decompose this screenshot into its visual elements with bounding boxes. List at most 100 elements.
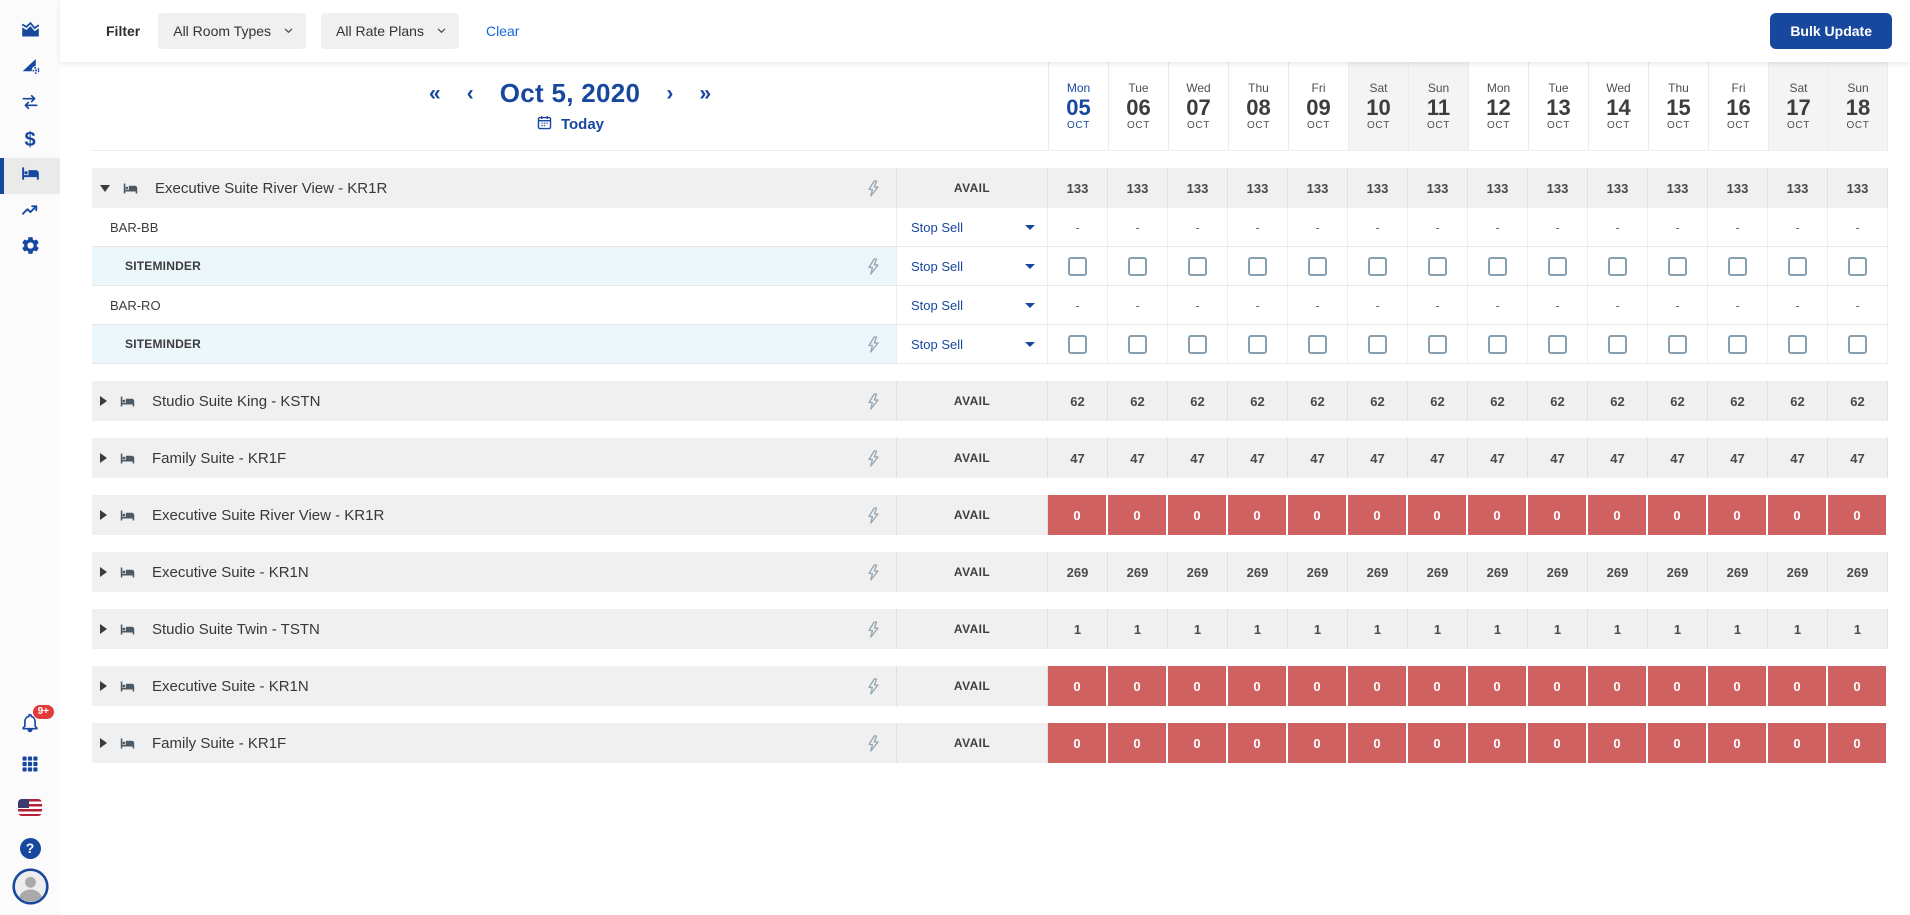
stop-sell-cell[interactable]: [1408, 247, 1468, 285]
stop-sell-checkbox[interactable]: [1368, 256, 1387, 276]
date-header-sun-11[interactable]: Sun 11 OCT: [1408, 62, 1468, 150]
room-type-name-cell[interactable]: Executive Suite River View - KR1R: [92, 495, 896, 535]
expand-arrow-icon[interactable]: [100, 681, 107, 691]
last-page-chevrons-icon[interactable]: »: [699, 81, 711, 105]
stop-sell-checkbox[interactable]: [1368, 334, 1387, 354]
stop-sell-cell[interactable]: [1168, 325, 1228, 363]
stop-sell-checkbox[interactable]: [1068, 334, 1087, 354]
stop-sell-cell[interactable]: [1828, 247, 1888, 285]
stop-sell-checkbox[interactable]: [1668, 334, 1687, 354]
stop-sell-cell[interactable]: [1708, 247, 1768, 285]
next-day-chevron-icon[interactable]: ›: [666, 81, 674, 105]
stop-sell-checkbox[interactable]: [1728, 334, 1747, 354]
room-type-name-cell[interactable]: Executive Suite - KR1N: [92, 666, 896, 706]
stop-sell-checkbox[interactable]: [1428, 334, 1447, 354]
stop-sell-cell[interactable]: [1588, 325, 1648, 363]
stop-sell-checkbox[interactable]: [1428, 256, 1447, 276]
stop-sell-cell[interactable]: [1048, 325, 1108, 363]
date-header-mon-12[interactable]: Mon 12 OCT: [1468, 62, 1528, 150]
stop-sell-cell[interactable]: [1468, 247, 1528, 285]
bulk-edit-bolt-icon[interactable]: [867, 392, 880, 410]
date-header-wed-07[interactable]: Wed 07 OCT: [1168, 62, 1228, 150]
sidebar-item-help[interactable]: ?: [0, 830, 60, 866]
date-header-tue-13[interactable]: Tue 13 OCT: [1528, 62, 1588, 150]
date-header-sat-17[interactable]: Sat 17 OCT: [1768, 62, 1828, 150]
stop-sell-cell[interactable]: [1048, 247, 1108, 285]
stop-sell-checkbox[interactable]: [1548, 334, 1567, 354]
bulk-update-button[interactable]: Bulk Update: [1770, 13, 1892, 49]
stop-sell-cell[interactable]: [1108, 325, 1168, 363]
bulk-edit-bolt-icon[interactable]: [867, 734, 880, 752]
clear-filters-link[interactable]: Clear: [485, 23, 520, 39]
date-header-wed-14[interactable]: Wed 14 OCT: [1588, 62, 1648, 150]
previous-day-chevron-icon[interactable]: ‹: [466, 81, 474, 105]
sidebar-item-transfers[interactable]: [0, 86, 60, 122]
stop-sell-cell[interactable]: [1408, 325, 1468, 363]
stop-sell-checkbox[interactable]: [1548, 256, 1567, 276]
date-header-sun-18[interactable]: Sun 18 OCT: [1828, 62, 1888, 150]
sidebar-item-notifications[interactable]: 9+: [0, 705, 60, 743]
room-type-name-cell[interactable]: Executive Suite River View - KR1R: [92, 168, 896, 208]
collapse-arrow-icon[interactable]: [100, 184, 110, 192]
bulk-edit-bolt-icon[interactable]: [867, 179, 880, 197]
sidebar-item-reports[interactable]: [0, 194, 60, 230]
stop-sell-checkbox[interactable]: [1488, 334, 1507, 354]
stop-sell-cell[interactable]: [1348, 325, 1408, 363]
bulk-edit-bolt-icon[interactable]: [867, 257, 880, 275]
stop-sell-cell[interactable]: [1348, 247, 1408, 285]
expand-arrow-icon[interactable]: [100, 567, 107, 577]
stop-sell-checkbox[interactable]: [1728, 256, 1747, 276]
stop-sell-checkbox[interactable]: [1128, 256, 1147, 276]
stop-sell-dropdown[interactable]: Stop Sell: [896, 325, 1048, 363]
rate-plans-dropdown[interactable]: All Rate Plans: [321, 13, 459, 49]
expand-arrow-icon[interactable]: [100, 624, 107, 634]
room-type-name-cell[interactable]: Studio Suite King - KSTN: [92, 381, 896, 421]
sidebar-item-profile[interactable]: [0, 868, 60, 907]
stop-sell-cell[interactable]: [1168, 247, 1228, 285]
stop-sell-checkbox[interactable]: [1308, 334, 1327, 354]
stop-sell-checkbox[interactable]: [1608, 256, 1627, 276]
stop-sell-checkbox[interactable]: [1248, 334, 1267, 354]
room-type-name-cell[interactable]: Executive Suite - KR1N: [92, 552, 896, 592]
bulk-edit-bolt-icon[interactable]: [867, 677, 880, 695]
date-header-mon-05[interactable]: Mon 05 OCT: [1048, 62, 1108, 150]
stop-sell-cell[interactable]: [1108, 247, 1168, 285]
stop-sell-checkbox[interactable]: [1128, 334, 1147, 354]
bulk-edit-bolt-icon[interactable]: [867, 506, 880, 524]
today-button[interactable]: Today: [536, 114, 604, 135]
expand-arrow-icon[interactable]: [100, 738, 107, 748]
bulk-edit-bolt-icon[interactable]: [867, 563, 880, 581]
stop-sell-cell[interactable]: [1228, 325, 1288, 363]
first-page-chevrons-icon[interactable]: «: [429, 81, 441, 105]
date-header-thu-15[interactable]: Thu 15 OCT: [1648, 62, 1708, 150]
sidebar-item-finance[interactable]: $: [0, 122, 60, 158]
sidebar-item-apps[interactable]: [0, 748, 60, 784]
date-header-sat-10[interactable]: Sat 10 OCT: [1348, 62, 1408, 150]
expand-arrow-icon[interactable]: [100, 453, 107, 463]
stop-sell-cell[interactable]: [1528, 325, 1588, 363]
stop-sell-cell[interactable]: [1468, 325, 1528, 363]
bulk-edit-bolt-icon[interactable]: [867, 335, 880, 353]
date-header-tue-06[interactable]: Tue 06 OCT: [1108, 62, 1168, 150]
stop-sell-cell[interactable]: [1288, 247, 1348, 285]
stop-sell-cell[interactable]: [1528, 247, 1588, 285]
stop-sell-checkbox[interactable]: [1788, 256, 1807, 276]
stop-sell-cell[interactable]: [1588, 247, 1648, 285]
sidebar-item-inventory[interactable]: [0, 158, 60, 194]
room-type-name-cell[interactable]: Family Suite - KR1F: [92, 438, 896, 478]
room-type-name-cell[interactable]: Family Suite - KR1F: [92, 723, 896, 763]
date-header-fri-09[interactable]: Fri 09 OCT: [1288, 62, 1348, 150]
stop-sell-cell[interactable]: [1288, 325, 1348, 363]
stop-sell-checkbox[interactable]: [1068, 256, 1087, 276]
bulk-edit-bolt-icon[interactable]: [867, 620, 880, 638]
stop-sell-cell[interactable]: [1768, 325, 1828, 363]
stop-sell-cell[interactable]: [1228, 247, 1288, 285]
room-types-dropdown[interactable]: All Room Types: [158, 13, 307, 49]
sidebar-item-language[interactable]: [0, 789, 60, 825]
bulk-edit-bolt-icon[interactable]: [867, 449, 880, 467]
stop-sell-cell[interactable]: [1708, 325, 1768, 363]
stop-sell-checkbox[interactable]: [1608, 334, 1627, 354]
sidebar-item-rate-performance[interactable]: [0, 50, 60, 86]
sidebar-item-analytics[interactable]: [0, 14, 60, 50]
stop-sell-cell[interactable]: [1828, 325, 1888, 363]
